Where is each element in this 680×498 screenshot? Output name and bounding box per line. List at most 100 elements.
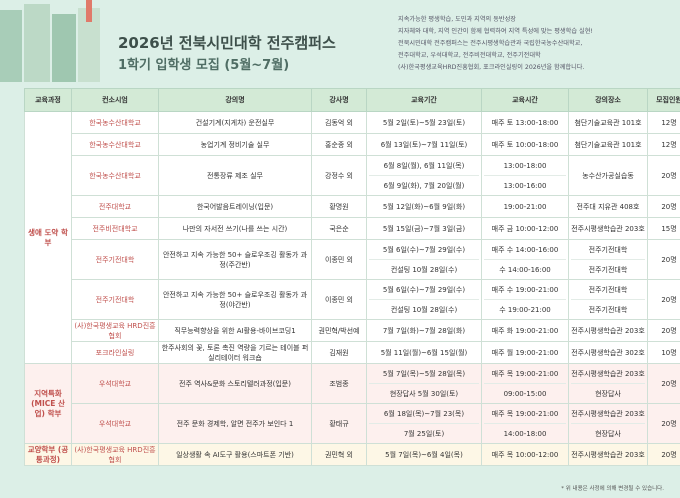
- place: 전주기전대학: [588, 285, 628, 294]
- consortium: 전주비전대학교: [71, 217, 159, 240]
- group-name: 교양학부 (공통과정): [24, 443, 72, 466]
- subtitle: 1학기 입학생 모집 (5월~7월): [118, 58, 290, 73]
- lecture: 일상생활 속 AI도구 활용(스마트폰 기반): [158, 443, 312, 466]
- period-cell: 6월 8일(월), 6월 11일(목) 6월 9일(화), 7월 20일(월): [366, 155, 482, 196]
- capacity: 10명: [647, 341, 680, 364]
- time: 매주 수 19:00-21:00: [491, 285, 559, 294]
- place: 전주시평생학습관 203호: [571, 369, 645, 378]
- capacity: 12명: [647, 111, 680, 134]
- capacity: 20명: [647, 363, 680, 404]
- time: 13:00-18:00: [503, 161, 547, 170]
- lecture: 나만의 자서전 쓰기(나를 쓰는 시간): [158, 217, 312, 240]
- instructor: 김동억 외: [311, 111, 367, 134]
- capacity: 20명: [647, 195, 680, 218]
- consortium: 전주대학교: [71, 195, 159, 218]
- place: 전주시평생학습관 203호: [571, 326, 645, 335]
- place-cell: 전주시평생학습관 203호: [568, 217, 648, 240]
- column-header: 교육과정: [24, 88, 72, 112]
- consortium: 한국농수산대학교: [71, 133, 159, 156]
- period: 컨설팅 10월 28일(수): [369, 259, 479, 279]
- column-header: 컨소시엄: [71, 88, 159, 112]
- table-row: 교양학부 (공통과정) (사)한국평생교육 HRD진흥협회 일상생활 속 AI도구 …: [24, 443, 680, 466]
- table-wrap: 교육과정 컨소시엄 강의명 강사명 교육기간 교육시간 강의장소 모집인원 생애 도약 학부 한국…: [24, 88, 680, 466]
- place: 전주기전대학: [588, 245, 628, 254]
- period-cell: 5월 7일(목)~5월 28일(목) 현장답사 5월 30일(토): [366, 363, 482, 404]
- consortium: 전주기전대학: [71, 239, 159, 280]
- period-cell: 5월 6일(수)~7월 29일(수) 컨설팅 10월 28일(수): [366, 279, 482, 320]
- place: 전주시평생학습관 203호: [571, 409, 645, 418]
- place-cell: 전주시평생학습관 203호: [568, 319, 648, 342]
- period-cell: 5월 2일(토)~5월 23일(토): [366, 111, 482, 134]
- footnote: * 위 내용은 사정에 의해 변경될 수 있습니다.: [561, 486, 664, 492]
- consortium: 포크라인실링: [71, 341, 159, 364]
- time-cell: 매주 월 19:00-21:00: [481, 341, 569, 364]
- instructor: 황태규: [311, 403, 367, 444]
- place: 첨단기술교육관 101호: [574, 140, 642, 149]
- intro: 지속가능한 평생학습, 도민과 지역의 동반성장 지자체와 대학, 지역 인간이 …: [398, 14, 593, 74]
- place: 전주시평생학습관 203호: [571, 450, 645, 459]
- table-row: 전주기전대학 안전하고 지속 가능한 50+ 슬로우조깅 활동가 과정(야간반) 이…: [25, 279, 680, 320]
- time-cell: 매주 토 10:00-18:00: [481, 133, 569, 156]
- place: 현장답사: [571, 383, 645, 403]
- place: 전주시평생학습관 302호: [571, 348, 645, 357]
- column-header: 교육기간: [366, 88, 482, 112]
- column-header: 강사명: [311, 88, 367, 112]
- consortium: 우석대학교: [71, 403, 159, 444]
- period: 컨설팅 10월 28일(수): [369, 299, 479, 319]
- place: 현장답사: [571, 423, 645, 443]
- instructor: 황명원: [311, 195, 367, 218]
- period: 5월 6일(수)~7월 29일(수): [382, 285, 466, 294]
- lecture: 직무능력향상을 위한 AI활용-바이브코딩1: [158, 319, 312, 342]
- table-row: (사)한국평생교육 HRD진흥협회 직무능력향상을 위한 AI활용-바이브코딩1 권…: [25, 319, 680, 342]
- instructor: 홍순종 외: [311, 133, 367, 156]
- period: 6월 9일(화), 7월 20일(월): [369, 175, 479, 195]
- column-header: 모집인원: [647, 88, 680, 112]
- lecture: 한주사회의 꽃, 토론 촉진 역량을 기르는 테이블 퍼실리테이터 워크숍: [158, 341, 312, 364]
- time-cell: 매주 수 19:00-21:00 수 19:00-21:00: [481, 279, 569, 320]
- time-cell: 매주 화 19:00-21:00: [481, 319, 569, 342]
- lecture: 전주 역사&문화 스토리텔러과정(입문): [158, 363, 312, 404]
- time: 매주 화 19:00-21:00: [491, 326, 559, 335]
- instructor: 이종민 외: [311, 279, 367, 320]
- capacity: 20명: [647, 443, 680, 466]
- period-cell: 6월 18일(목)~7월 23(목) 7월 25일(토): [366, 403, 482, 444]
- table-row: 한국농수산대학교 농업기계 정비기술 실무 홍순종 외 6월 13일(토)~7월 11…: [25, 133, 680, 156]
- time: 매주 토 10:00-18:00: [491, 140, 559, 149]
- period: 7월 7일(화)~7월 28일(화): [382, 326, 466, 335]
- place: 전주기전대학: [571, 259, 645, 279]
- capacity: 12명: [647, 133, 680, 156]
- period-cell: 5월 15일(금)~7월 3일(금): [366, 217, 482, 240]
- intro-line: 지속가능한 평생학습, 도민과 지역의 동반성장: [398, 16, 516, 23]
- place: 농수산가공실습동: [582, 171, 634, 180]
- capacity: 15명: [647, 217, 680, 240]
- lecture: 한국어발음트레이닝(입문): [158, 195, 312, 218]
- time-cell: 매주 토 13:00-18:00: [481, 111, 569, 134]
- lecture: 건설기계(지게차) 운전실무: [158, 111, 312, 134]
- time: 매주 목 19:00-21:00: [491, 369, 559, 378]
- place-cell: 전주시평생학습관 203호: [568, 443, 648, 466]
- period-cell: 5월 6일(수)~7월 29일(수) 컨설팅 10월 28일(수): [366, 239, 482, 280]
- table-row: 지역특화 (MICE 산업) 학부 우석대학교 전주 역사&문화 스토리텔러과정(입…: [24, 363, 680, 444]
- place: 전주대 지유관 408호: [576, 202, 640, 211]
- time-cell: 매주 목 19:00-21:00 14:00-18:00: [481, 403, 569, 444]
- consortium: 한국농수산대학교: [71, 155, 159, 196]
- group-name: 지역특화 (MICE 산업) 학부: [24, 363, 72, 444]
- instructor: 조범종: [311, 363, 367, 404]
- place-cell: 첨단기술교육관 101호: [568, 111, 648, 134]
- capacity: 20명: [647, 155, 680, 196]
- intro-line: 전북시민대학 전주캠퍼스는 전주시평생학습관과 국립한국농수산대학교,: [398, 40, 583, 47]
- period: 5월 15일(금)~7월 3일(금): [382, 224, 466, 233]
- intro-line: (사)한국평생교육HRD진흥협회, 포크라인실링이 2026년을 함께합니다.: [398, 64, 585, 71]
- period: 5월 12일(화)~6월 9일(화): [382, 202, 466, 211]
- period-cell: 7월 7일(화)~7월 28일(화): [366, 319, 482, 342]
- place: 전주기전대학: [571, 299, 645, 319]
- time: 매주 금 10:00-12:00: [491, 224, 559, 233]
- instructor: 권민혁 외: [311, 443, 367, 466]
- instructor: 이종민 외: [311, 239, 367, 280]
- intro-line: 전주대학교, 우석대학교, 전주비전대학교, 전주기전대학: [398, 52, 541, 59]
- consortium: 우석대학교: [71, 363, 159, 404]
- time: 매주 월 19:00-21:00: [491, 348, 559, 357]
- period: 6월 18일(목)~7월 23(목): [383, 409, 465, 418]
